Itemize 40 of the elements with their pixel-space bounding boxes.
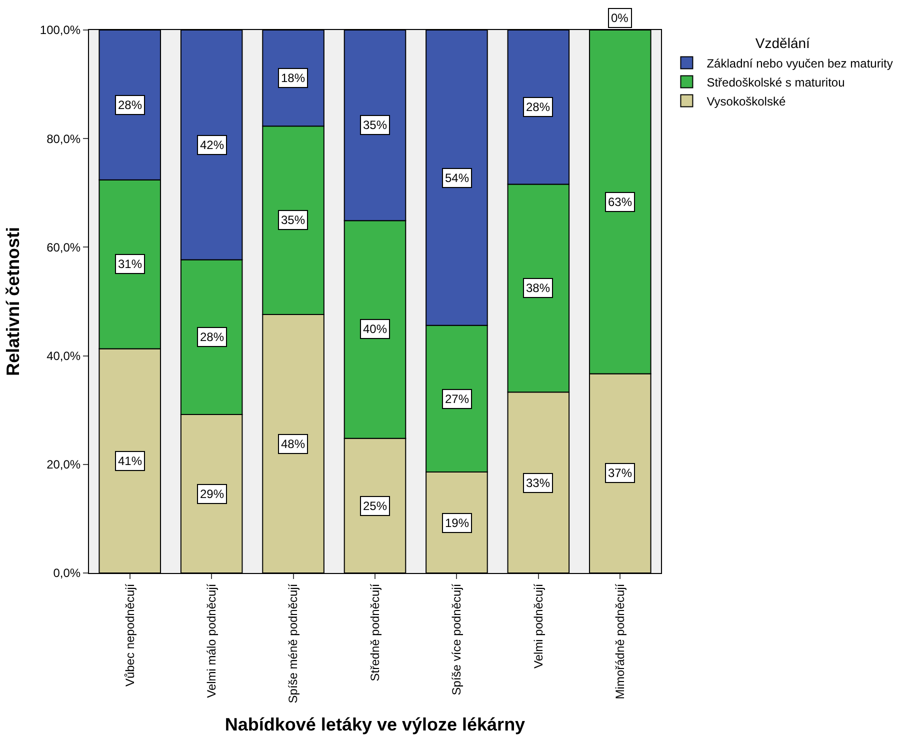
x-tick-label: Vůbec nepodněcují bbox=[122, 583, 137, 687]
y-tick-label: 0,0% bbox=[53, 566, 81, 580]
data-label: 29% bbox=[200, 487, 224, 501]
data-label: 28% bbox=[118, 98, 142, 112]
data-label: 42% bbox=[200, 138, 224, 152]
data-label: 31% bbox=[118, 257, 142, 271]
data-label: 28% bbox=[526, 100, 550, 114]
x-tick-label: Spíše více podněcují bbox=[450, 583, 464, 696]
y-tick-label: 100,0% bbox=[40, 23, 81, 38]
x-tick-label: Středně podněcují bbox=[368, 583, 382, 682]
data-label: 63% bbox=[608, 195, 632, 209]
legend-label: Základní nebo vyučen bez maturity bbox=[706, 56, 893, 70]
data-label: 19% bbox=[445, 516, 470, 530]
x-tick-label: Spíše méně podněcují bbox=[286, 583, 300, 704]
data-label: 41% bbox=[118, 454, 142, 468]
y-tick-label: 40,0% bbox=[46, 349, 81, 363]
data-label: 40% bbox=[363, 322, 388, 336]
legend-label: Vysokoškolské bbox=[706, 94, 786, 108]
data-label: 28% bbox=[200, 330, 224, 344]
data-label: 33% bbox=[526, 476, 550, 490]
y-tick-label: 60,0% bbox=[46, 240, 81, 254]
y-tick-label: 80,0% bbox=[46, 132, 81, 146]
data-label: 27% bbox=[445, 392, 470, 406]
x-tick-label: Velmi málo podněcují bbox=[204, 583, 218, 698]
x-axis-title: Nabídkové letáky ve výloze lékárny bbox=[224, 714, 526, 734]
data-label: 18% bbox=[281, 71, 306, 85]
data-label: 37% bbox=[608, 466, 632, 480]
data-label: 48% bbox=[281, 437, 306, 451]
legend-label: Středoškolské s maturitou bbox=[706, 75, 845, 90]
x-tick-label: Velmi podněcují bbox=[531, 583, 546, 669]
data-label: 0% bbox=[611, 11, 629, 25]
data-label: 54% bbox=[445, 171, 470, 185]
data-label: 25% bbox=[363, 499, 388, 513]
y-axis-title: Relativní četnosti bbox=[3, 226, 24, 376]
data-label: 35% bbox=[281, 213, 306, 227]
y-tick-label: 20,0% bbox=[46, 458, 81, 472]
x-tick-label: Mimořádně podněcují bbox=[613, 583, 628, 700]
data-label: 35% bbox=[363, 118, 388, 132]
data-label: 38% bbox=[526, 281, 550, 295]
legend-title: Vzdělání bbox=[755, 35, 810, 52]
